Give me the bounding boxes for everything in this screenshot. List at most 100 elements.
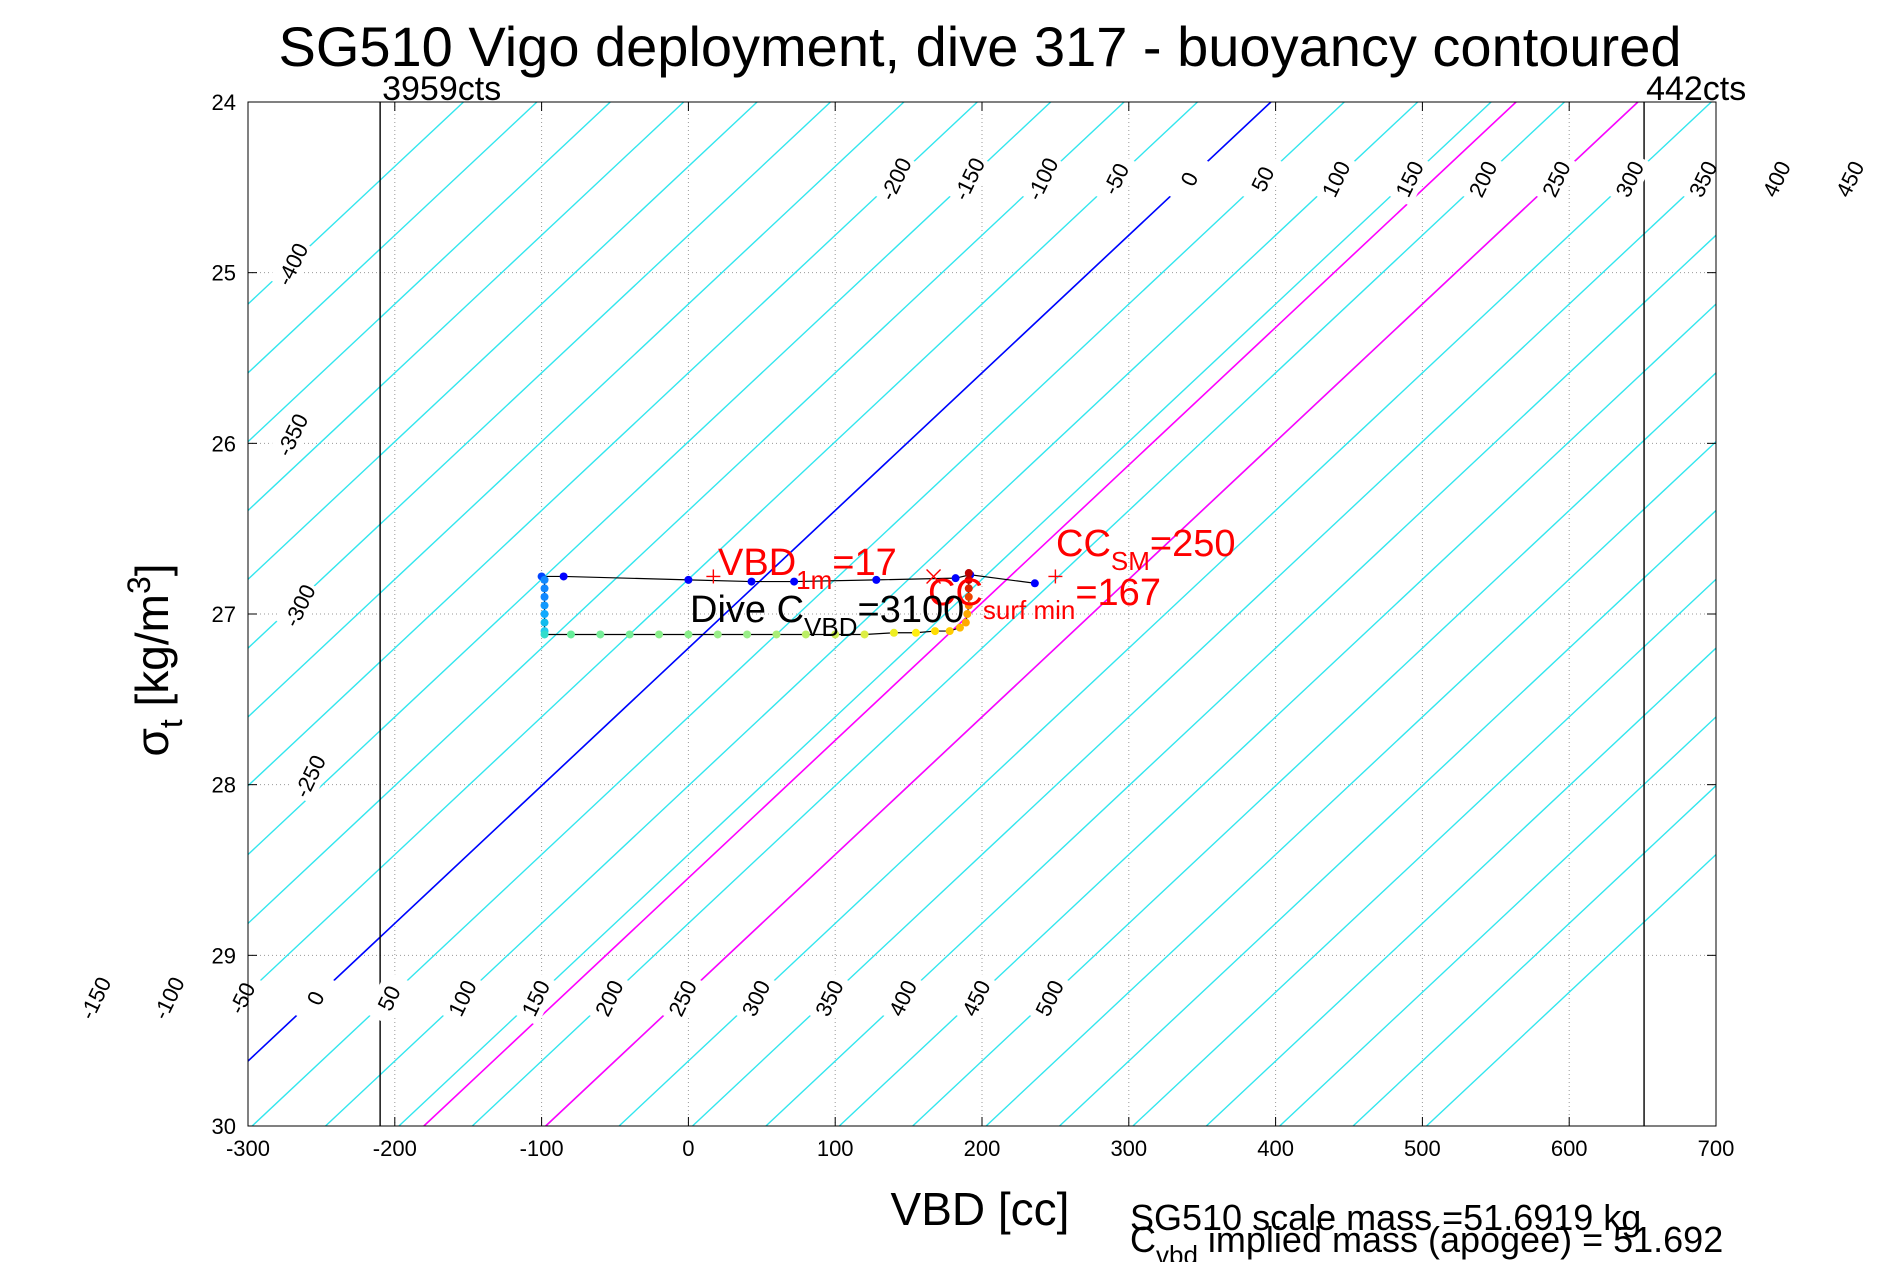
- x-tick-label: 600: [1551, 1136, 1588, 1161]
- series-point: [772, 630, 781, 639]
- contour-label-bg: [805, 970, 853, 1026]
- y-axis-label-sub: t: [153, 719, 189, 728]
- contour-label-bg: [659, 970, 706, 1026]
- contour-label-bg: [945, 151, 992, 207]
- contour-line: [1132, 578, 1716, 1126]
- contour-line: [765, 234, 1716, 1126]
- series-point: [540, 575, 549, 584]
- contour-label-bg: [1532, 151, 1580, 207]
- x-tick-label: 400: [1257, 1136, 1294, 1161]
- contour-label-bg: [872, 151, 919, 207]
- series-point: [945, 627, 954, 636]
- contour-line: [248, 102, 611, 443]
- y-axis-label-close: ]: [126, 563, 178, 576]
- ccsurf-label-value: =167: [1075, 572, 1161, 614]
- series-point: [964, 601, 973, 610]
- implied-mass-main: C: [1130, 1219, 1156, 1260]
- y-tick-label: 27: [212, 602, 236, 627]
- contour-label-bg: [1386, 151, 1433, 207]
- contour-line: [692, 165, 1716, 1126]
- contour-line: [1205, 647, 1716, 1126]
- series-point: [540, 592, 549, 601]
- x-tick-label: 300: [1110, 1136, 1147, 1161]
- highlight-contour-line: [545, 102, 1639, 1126]
- contour-line: [838, 303, 1716, 1126]
- series-point: [540, 601, 549, 610]
- implied-mass-text: Cvbd implied mass (apogee) = 51.692: [1130, 1219, 1723, 1262]
- contour-label-bg: [1459, 151, 1506, 207]
- series-point: [801, 630, 810, 639]
- contour-line: [398, 102, 1492, 1126]
- contour-label-bg: [71, 970, 119, 1026]
- series-point: [540, 618, 549, 627]
- data-series: [537, 569, 1039, 639]
- series-point: [951, 574, 960, 583]
- contour-label-bg: [1019, 151, 1066, 207]
- dive-cvbd-label-sub: VBD: [804, 612, 857, 642]
- x-tick-label: -200: [373, 1136, 417, 1161]
- ccsurf-label-sub: surf min: [983, 595, 1075, 625]
- x-tick-label: 100: [817, 1136, 854, 1161]
- y-tick-label: 24: [212, 90, 236, 115]
- series-point: [684, 630, 693, 639]
- series-point: [964, 584, 973, 593]
- series-point: [831, 630, 840, 639]
- contour-label-bg: [1606, 151, 1653, 207]
- series-point: [540, 610, 549, 618]
- y-axis-label-rest: [kg/m: [126, 594, 178, 719]
- chart-title: SG510 Vigo deployment, dive 317 - buoyan…: [278, 15, 1681, 78]
- y-axis-label-sup: 3: [121, 576, 157, 594]
- series-point: [655, 630, 664, 639]
- contour-line: [1279, 715, 1716, 1126]
- series-point: [747, 577, 756, 586]
- series-point: [540, 584, 549, 593]
- contour-label-bg: [268, 236, 316, 292]
- series-point: [713, 630, 722, 639]
- contour-label-bg: [1239, 151, 1286, 207]
- x-tick-label: 200: [964, 1136, 1001, 1161]
- contour-line: [1059, 509, 1716, 1126]
- ccsm-label: CCSM=250: [1056, 523, 1235, 576]
- cross-marker-b: [926, 568, 942, 584]
- y-tick-label: 30: [212, 1114, 236, 1139]
- dive-cvbd-label: Dive CVBD=3100: [690, 589, 964, 642]
- series-point: [559, 572, 568, 581]
- series-point: [931, 627, 940, 636]
- vbd1m-label: VBD1m=17: [718, 542, 897, 595]
- y-tick-label: 29: [212, 943, 236, 968]
- contour-label-bg: [268, 407, 316, 463]
- ccsurf-label: CCsurf min=167: [928, 572, 1161, 625]
- series-point: [964, 569, 973, 578]
- series-point: [964, 575, 973, 584]
- series-point: [961, 618, 970, 627]
- contour-line: [248, 102, 1198, 994]
- contour-line: [248, 102, 758, 581]
- contour-label-bg: [438, 970, 486, 1026]
- implied-mass-sub: vbd: [1156, 1240, 1198, 1262]
- contour-line: [1426, 853, 1716, 1126]
- x-tick-label: 500: [1404, 1136, 1441, 1161]
- y-tick-label: 28: [212, 773, 236, 798]
- ccsm-label-main: CC: [1056, 523, 1111, 565]
- x-tick-label: -300: [226, 1136, 270, 1161]
- axes: -300 -200 -100 0 100 200 300 400 500 600 700 24 25 26…: [212, 90, 1735, 1161]
- contour-label-bg: [585, 970, 632, 1026]
- series-point: [955, 623, 964, 632]
- annotation-markers: [706, 568, 1063, 584]
- series-point: [596, 630, 605, 639]
- contour-label-bg: [732, 970, 779, 1026]
- y-axis-label-main: σ: [126, 728, 178, 756]
- ccsm-label-value: =250: [1150, 523, 1236, 565]
- contour-label-bg: [1679, 151, 1726, 207]
- vbd1m-label-value: =17: [832, 542, 896, 584]
- contour-label-bg: [1826, 151, 1873, 207]
- x-tick-label: 700: [1698, 1136, 1735, 1161]
- series-point: [625, 630, 634, 639]
- y-axis-label: σt [kg/m3]: [121, 563, 189, 756]
- contour-label-bg: [1026, 970, 1073, 1026]
- series-point: [743, 630, 752, 639]
- contour-label-bg: [879, 970, 926, 1026]
- series-point: [566, 630, 575, 639]
